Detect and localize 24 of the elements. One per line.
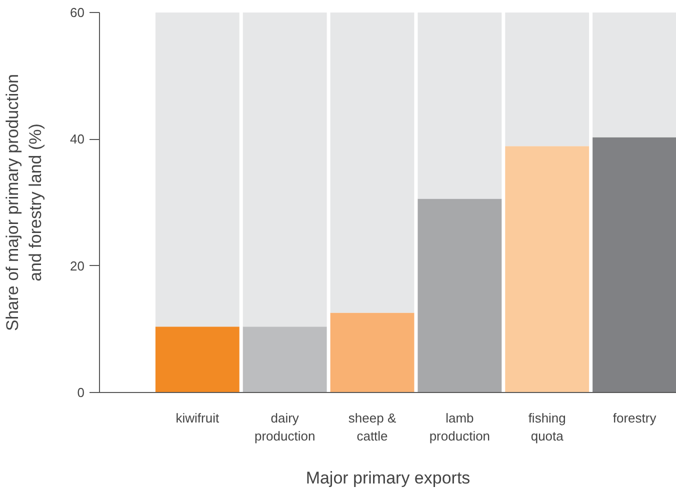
bar [418, 12, 502, 199]
x-tick-label: forestry [612, 410, 657, 426]
bar [155, 326, 240, 392]
bar [418, 198, 502, 392]
y-axis-title: Share of major primary production and forestry land (%) [3, 74, 46, 331]
x-tick-label: kiwifruit [176, 410, 220, 426]
bar [155, 12, 240, 327]
bar [505, 146, 590, 392]
y-tick-label: 60 [70, 5, 85, 20]
x-tick-label: lamb production [429, 410, 490, 444]
y-tick-label: 20 [70, 258, 85, 274]
x-tick-label: fishing quota [528, 410, 566, 444]
bar [505, 12, 590, 146]
bar [592, 137, 676, 392]
y-tick-label: 0 [77, 385, 85, 400]
bar [330, 312, 414, 392]
y-tick-label: 40 [70, 132, 85, 147]
bar [592, 12, 676, 138]
bar [242, 326, 327, 392]
x-tick-label: dairy production [254, 410, 316, 444]
x-tick-label: sheep & cattle [348, 410, 396, 444]
x-axis-title: Major primary exports [306, 468, 470, 488]
bar [242, 12, 327, 327]
bar [330, 12, 414, 313]
